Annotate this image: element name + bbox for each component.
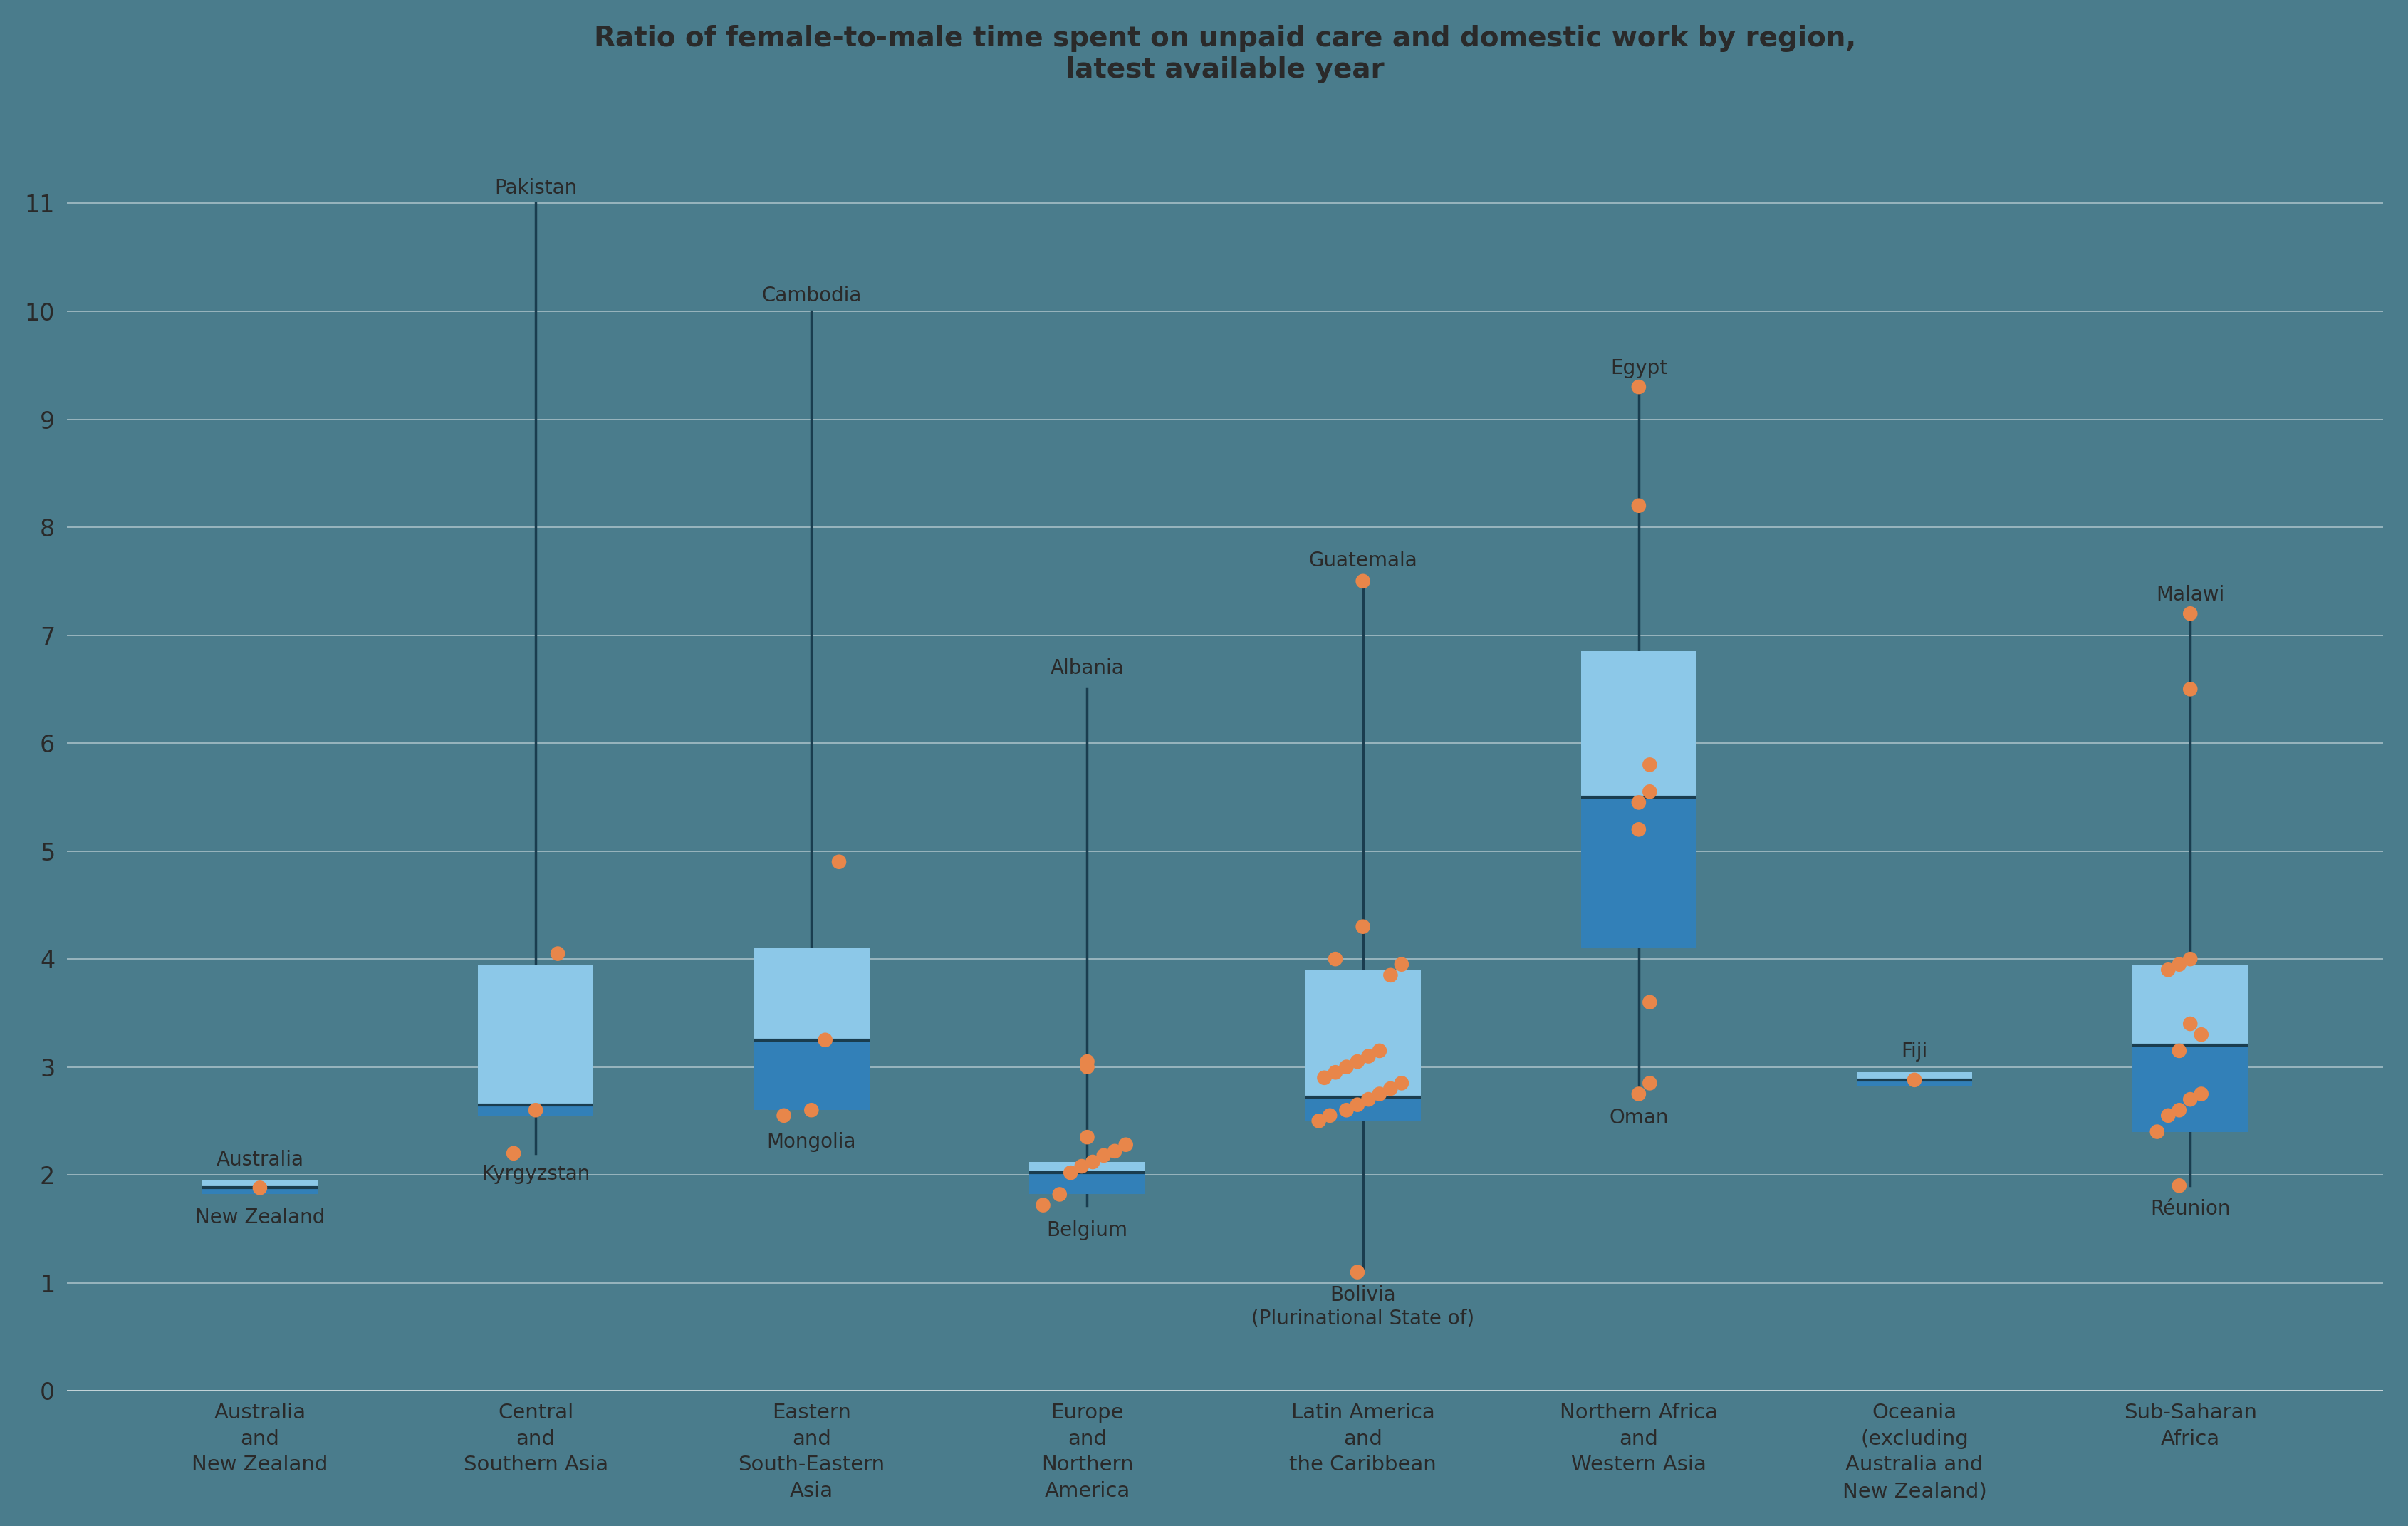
Text: New Zealand: New Zealand [195, 1207, 325, 1227]
Text: Malawi: Malawi [2155, 584, 2225, 604]
Text: Bolivia
(Plurinational State of): Bolivia (Plurinational State of) [1252, 1285, 1474, 1328]
Bar [1857, 1073, 1972, 1080]
Point [1339, 1050, 1377, 1074]
Bar [2133, 964, 2249, 1045]
Point [2182, 1022, 2220, 1047]
Point [1621, 818, 1659, 842]
Point [1348, 1044, 1387, 1068]
Point [1317, 1061, 1356, 1085]
Point [1040, 1183, 1079, 1207]
Bar [2133, 1045, 2249, 1132]
Point [2172, 946, 2211, 971]
Point [1370, 1076, 1409, 1100]
Point [1052, 1161, 1091, 1186]
Bar [754, 1039, 869, 1109]
Bar [1857, 1080, 1972, 1087]
Point [515, 1097, 554, 1122]
Point [2148, 958, 2186, 983]
Point [1361, 1039, 1399, 1064]
Point [1630, 780, 1669, 804]
Text: Fiji: Fiji [1902, 1042, 1929, 1062]
Point [494, 1141, 532, 1166]
Point [1382, 952, 1421, 977]
Text: Australia: Australia [217, 1149, 303, 1169]
Point [1621, 1082, 1659, 1106]
Text: Egypt: Egypt [1611, 359, 1666, 378]
Text: Cambodia: Cambodia [761, 285, 862, 305]
Point [1621, 375, 1659, 400]
Point [1074, 1149, 1112, 1173]
Point [2172, 1087, 2211, 1111]
Point [2148, 1103, 2186, 1128]
Title: Ratio of female-to-male time spent on unpaid care and domestic work by region,
l: Ratio of female-to-male time spent on un… [595, 24, 1857, 82]
Point [1023, 1193, 1062, 1218]
Bar [1028, 1173, 1146, 1195]
Point [1067, 1125, 1105, 1149]
Point [792, 1097, 831, 1122]
Text: Pakistan: Pakistan [494, 179, 578, 198]
Point [1630, 752, 1669, 777]
Point [2160, 1039, 2199, 1064]
Text: Belgium: Belgium [1047, 1221, 1127, 1241]
Point [1327, 1097, 1365, 1122]
Point [819, 850, 857, 874]
Text: Guatemala: Guatemala [1308, 551, 1418, 571]
Bar [1305, 1097, 1421, 1122]
Point [1096, 1138, 1134, 1163]
Point [1339, 1093, 1377, 1117]
Point [1630, 990, 1669, 1015]
Point [1327, 1054, 1365, 1079]
Point [1621, 493, 1659, 517]
Point [766, 1103, 804, 1128]
Point [1339, 1260, 1377, 1285]
Point [2182, 1082, 2220, 1106]
Bar [477, 1105, 595, 1116]
Point [1382, 1071, 1421, 1096]
Point [1067, 1054, 1105, 1079]
Bar [1028, 1161, 1146, 1173]
Bar [1305, 971, 1421, 1097]
Text: Mongolia: Mongolia [766, 1132, 857, 1152]
Text: Réunion: Réunion [2150, 1198, 2230, 1219]
Point [539, 942, 578, 966]
Point [2160, 952, 2199, 977]
Point [1067, 1050, 1105, 1074]
Point [241, 1175, 279, 1199]
Point [1370, 963, 1409, 987]
Point [1317, 946, 1356, 971]
Point [1344, 569, 1382, 594]
Text: Oman: Oman [1609, 1108, 1669, 1128]
Point [1300, 1109, 1339, 1134]
Point [1361, 1082, 1399, 1106]
Point [2172, 678, 2211, 702]
Bar [202, 1180, 318, 1187]
Text: Albania: Albania [1050, 658, 1125, 679]
Bar [1580, 797, 1698, 948]
Point [2138, 1120, 2177, 1144]
Bar [202, 1187, 318, 1195]
Point [1895, 1068, 1934, 1093]
Point [1084, 1143, 1122, 1167]
Bar [754, 948, 869, 1039]
Bar [477, 964, 595, 1105]
Point [1310, 1103, 1348, 1128]
Point [2172, 601, 2211, 626]
Point [1630, 1071, 1669, 1096]
Point [2160, 1097, 2199, 1122]
Point [2160, 1173, 2199, 1198]
Point [807, 1027, 845, 1051]
Point [1621, 790, 1659, 815]
Point [1108, 1132, 1146, 1157]
Point [2172, 1012, 2211, 1036]
Point [1062, 1154, 1100, 1178]
Point [1344, 914, 1382, 938]
Point [1305, 1065, 1344, 1090]
Bar [1580, 652, 1698, 797]
Text: Kyrgyzstan: Kyrgyzstan [482, 1164, 590, 1184]
Point [1348, 1087, 1387, 1111]
